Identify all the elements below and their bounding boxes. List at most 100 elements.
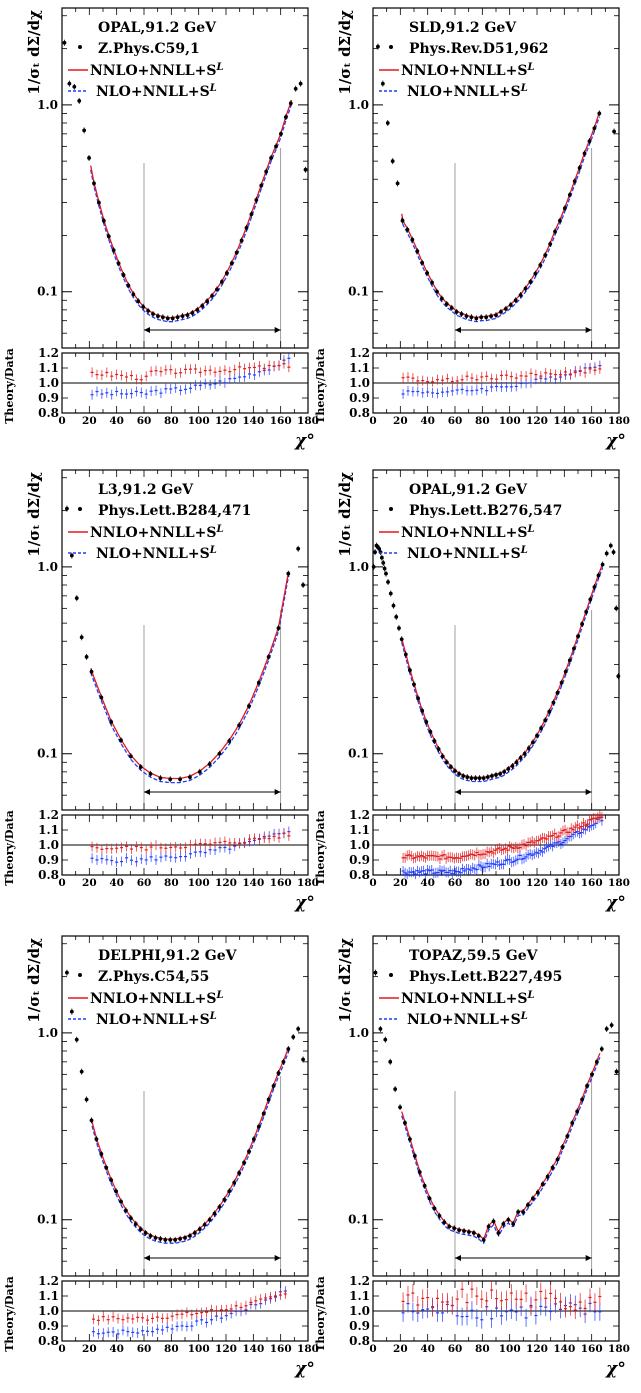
legend-nlo-sup: L	[209, 83, 217, 94]
data-point	[99, 1152, 104, 1156]
data-point	[577, 166, 582, 170]
y-tick-label: 0.1	[37, 747, 58, 761]
data-point	[148, 772, 153, 776]
data-point	[594, 1059, 599, 1064]
data-point	[397, 626, 401, 631]
fit-range-arrow-left-head	[455, 789, 461, 795]
data-point	[79, 1069, 84, 1074]
x-tick-label: 140	[553, 877, 575, 889]
ratio-tick-label: 1.1	[38, 823, 59, 837]
legend-nnlo-text: NNLO+NNLL+S	[401, 991, 528, 1007]
data-point	[200, 303, 205, 308]
data-point	[428, 729, 433, 734]
data-point	[146, 308, 151, 313]
legend-experiment: DELPHI,91.2 GeV	[98, 948, 238, 964]
nnlo-theory-curve	[90, 571, 290, 780]
x-tick-label: 40	[109, 877, 124, 889]
ratio-tick-label: 1.0	[38, 838, 59, 852]
data-point	[153, 1235, 158, 1240]
data-point	[502, 769, 507, 774]
main-plot-frame	[372, 7, 620, 349]
data-point	[286, 571, 291, 576]
data-point	[473, 776, 478, 781]
data-point	[377, 546, 382, 551]
data-point	[197, 1227, 202, 1232]
data-point	[79, 635, 84, 640]
y-tick-label: 1.0	[348, 560, 369, 574]
legend-nnlo-label: NNLO+NNLL+SL	[90, 524, 224, 541]
x-tick-label: 160	[270, 415, 292, 427]
data-point	[180, 314, 185, 319]
data-point	[188, 775, 192, 779]
data-point	[109, 720, 114, 724]
data-point	[227, 739, 232, 743]
ratio-tick-label: 0.9	[349, 853, 370, 867]
data-point	[580, 1097, 584, 1102]
data-point	[383, 1037, 388, 1042]
x-tick-label: 20	[393, 877, 408, 889]
data-point	[104, 1165, 109, 1170]
data-point	[301, 1057, 305, 1062]
data-point	[548, 242, 553, 246]
ratio-tick-label: 1.2	[38, 346, 59, 360]
data-point	[518, 756, 523, 760]
data-point	[158, 1236, 163, 1241]
x-tick-label: 100	[499, 877, 521, 889]
data-point	[612, 129, 616, 134]
data-point	[444, 302, 449, 306]
legend-nlo-sup: L	[209, 545, 217, 556]
x-tick-label: 120	[526, 877, 548, 889]
nnlo-theory-curve	[91, 1046, 290, 1240]
legend-experiment: OPAL,91.2 GeV	[98, 20, 217, 36]
x-axis-label: χ°	[605, 431, 626, 451]
legend-nnlo-sup: L	[216, 524, 224, 535]
legend-nlo-label: NLO+NNLL+SL	[407, 545, 528, 562]
data-point	[202, 1222, 207, 1227]
ratio-tick-label: 1.2	[349, 808, 370, 822]
legend-nnlo-label: NNLO+NNLL+SL	[90, 990, 224, 1007]
x-tick-label: 160	[270, 1343, 292, 1355]
data-point	[425, 271, 430, 275]
data-point	[220, 279, 224, 284]
fit-range-arrow-right-head	[585, 1255, 592, 1261]
data-point	[158, 776, 163, 781]
data-point	[388, 1059, 393, 1064]
legend-nlo-sup: L	[520, 83, 528, 94]
legend-nnlo-label: NNLO+NNLL+SL	[401, 62, 535, 79]
legend-nnlo-sup: L	[527, 990, 535, 1001]
data-point	[408, 668, 412, 673]
legend-nnlo-sup: L	[216, 62, 224, 73]
legend-experiment: L3,91.2 GeV	[98, 482, 194, 498]
data-point	[555, 690, 560, 695]
x-tick-label: 60	[137, 877, 152, 889]
ratio-tick-label: 0.9	[349, 391, 370, 405]
data-point	[608, 543, 613, 548]
legend-nlo-sup: L	[520, 1011, 528, 1022]
data-point	[244, 225, 249, 230]
data-point	[136, 299, 141, 304]
data-point	[301, 583, 305, 587]
x-tick-label: 60	[448, 1343, 463, 1355]
chart-panel-4: 0.1 1.0 0 20 40 60 80 100 120 140 160 180 1/σₜ dΣ/dχ…	[314, 469, 630, 913]
main-plot-frame	[61, 935, 309, 1277]
ratio-tick-label: 1.1	[349, 1289, 370, 1303]
data-point	[592, 585, 597, 589]
legend-nnlo-sup: L	[527, 62, 535, 73]
data-point	[528, 279, 533, 284]
data-point	[489, 314, 493, 319]
x-tick-label: 140	[553, 415, 575, 427]
data-point	[449, 305, 454, 310]
data-point	[190, 311, 195, 315]
data-point	[178, 1236, 182, 1241]
x-axis-label: χ°	[605, 893, 626, 913]
data-point	[503, 306, 508, 311]
data-point	[449, 765, 453, 769]
data-point	[205, 299, 210, 304]
x-tick-label: 0	[369, 877, 376, 889]
ratio-tick-label: 1.1	[349, 823, 370, 837]
y-axis-label: 1/σₜ dΣ/dχ	[336, 472, 354, 557]
data-point	[539, 726, 543, 731]
data-point	[498, 772, 502, 776]
data-point	[550, 1165, 555, 1170]
data-point	[109, 1178, 114, 1183]
